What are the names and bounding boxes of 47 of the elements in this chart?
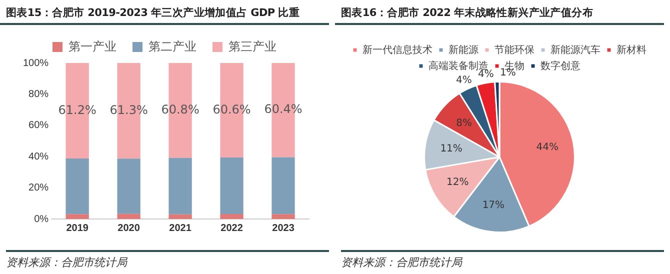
data-label: 12% [446, 176, 469, 188]
data-label: 11% [440, 143, 462, 154]
bar [66, 214, 89, 219]
data-label: 8% [456, 118, 472, 129]
bar [117, 158, 140, 214]
bar [220, 214, 244, 219]
data-label: 1% [500, 67, 516, 78]
bar [168, 158, 192, 214]
legend-label: 新能源汽车 [550, 44, 600, 56]
y-tick-label: 80% [28, 88, 49, 100]
y-tick-label: 20% [28, 182, 49, 194]
bar [220, 158, 244, 214]
x-tick-label: 2022 [220, 222, 244, 234]
legend-label: 数字创意 [540, 60, 580, 72]
chart-title: 图表15：合肥市 2019-2023 年三次产业增加值占 GDP 比重 [0, 0, 329, 25]
data-label: 4% [478, 68, 494, 80]
bar [168, 214, 192, 219]
bar [66, 158, 89, 214]
legend-label: 第二产业 [148, 39, 196, 54]
chart-title: 图表16：合肥市 2022 年末战略性新兴产业产值分布 [335, 0, 664, 25]
bar [117, 214, 140, 219]
data-label: 60.8% [161, 102, 200, 117]
y-tick-label: 40% [28, 151, 49, 162]
y-tick-label: 60% [28, 120, 49, 132]
y-tick-label: 0% [34, 214, 49, 225]
data-label: 44% [536, 142, 559, 153]
legend-label: 新一代信息技术 [362, 44, 432, 56]
x-tick-label: 2021 [169, 222, 192, 234]
legend-label: 新能源 [448, 44, 478, 56]
x-tick-label: 2019 [66, 222, 89, 234]
x-tick-label: 2020 [118, 222, 140, 234]
bar [272, 214, 295, 219]
x-tick-label: 2023 [272, 222, 295, 234]
data-label: 17% [482, 200, 505, 212]
legend-label: 第三产业 [228, 39, 276, 54]
text: 资料来源：合肥市统计局 [341, 250, 664, 270]
data-label: 61.3% [110, 102, 148, 117]
data-label: 4% [456, 75, 472, 86]
legend-label: 新材料 [616, 44, 646, 56]
legend-label: 节能环保 [494, 44, 534, 56]
data-label: 60.4% [264, 102, 302, 116]
bar [272, 157, 295, 214]
data-label: 60.6% [212, 102, 251, 116]
text: 资料来源：合肥市统计局 [6, 250, 329, 270]
legend-label: 第一产业 [68, 39, 116, 54]
data-label: 61.2% [58, 102, 96, 117]
y-tick-label: 100% [23, 58, 49, 69]
